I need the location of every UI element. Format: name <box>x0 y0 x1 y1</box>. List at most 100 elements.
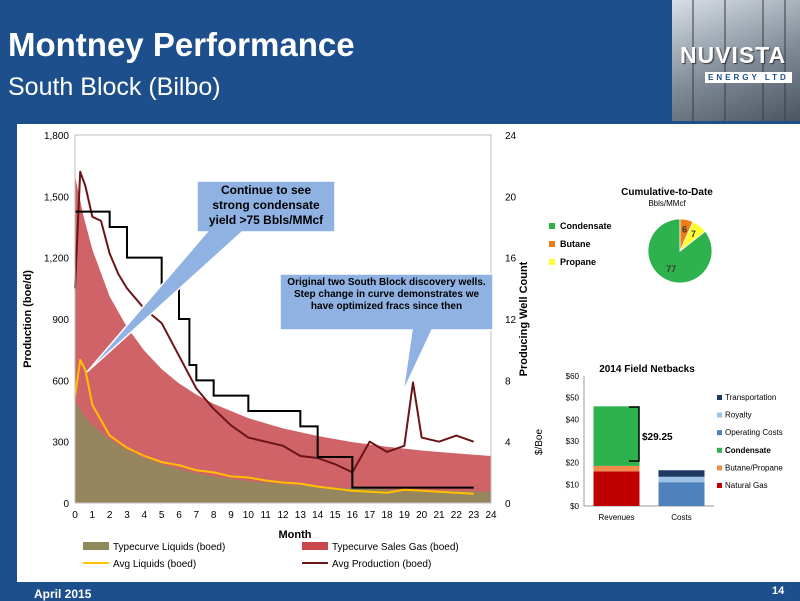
bar-segment-operating-costs <box>658 482 705 506</box>
y-tick-label: 600 <box>52 376 69 387</box>
y2-tick-label: 4 <box>505 438 511 449</box>
x-tick-label: 15 <box>329 510 341 521</box>
bar-category-label: Revenues <box>598 513 634 522</box>
bar-y-tick-label: $10 <box>566 480 580 489</box>
y-tick-label: 1,200 <box>44 254 69 265</box>
page-number: 14 <box>772 585 785 597</box>
x-tick-label: 21 <box>433 510 445 521</box>
pie-legend-label-condensate: Condensate <box>560 221 612 231</box>
x-tick-label: 6 <box>176 510 182 521</box>
charts-canvas: 0 1 2 3 4 5 6 7 8 9 10 11 12 13 14 15 16 17 18 19 20 21 22 23 24… <box>22 131 783 570</box>
y2-tick-label: 12 <box>505 315 517 326</box>
bar-legend-swatch <box>717 412 722 418</box>
bar-legend-label: Transportation <box>725 393 776 402</box>
legend-label-avg-production: Avg Production (boed) <box>332 559 431 570</box>
bar-legend-swatch <box>717 483 722 488</box>
bar-y-tick-label: $50 <box>566 394 580 403</box>
bar-title: 2014 Field Netbacks <box>599 364 695 375</box>
x-tick-label: 9 <box>228 510 234 521</box>
x-tick-label: 17 <box>364 510 376 521</box>
y-tick-label: 900 <box>52 315 69 326</box>
pie-label-butane: 6 <box>682 225 687 235</box>
slide-header: Montney Performance South Block (Bilbo) … <box>0 0 800 121</box>
production-legend: Typecurve Liquids (boed) Typecurve Sales… <box>83 542 459 570</box>
bar-legend-swatch <box>717 447 722 453</box>
x-tick-label: 5 <box>159 510 165 521</box>
production-chart: 0 1 2 3 4 5 6 7 8 9 10 11 12 13 14 15 16 17 18 19 20 21 22 23 24… <box>22 131 530 570</box>
page-subtitle: South Block (Bilbo) <box>8 73 221 101</box>
x-tick-label: 18 <box>381 510 393 521</box>
pie-subtitle: Bbls/MMcf <box>648 199 686 208</box>
bar-y-tick-label: $40 <box>566 415 580 424</box>
bar-segment-transportation <box>658 470 705 477</box>
cumulative-pie-chart: Cumulative-to-Date Bbls/MMcf 77 6 7 Conden… <box>549 187 713 284</box>
x-tick-label: 22 <box>451 510 463 521</box>
pie-legend-swatch-propane <box>549 259 555 265</box>
bar-y-tick-label: $20 <box>566 459 580 468</box>
pie-label-condensate: 77 <box>666 264 676 274</box>
bar-segment-natural-gas <box>593 471 640 506</box>
y-tick-label: 300 <box>52 438 69 449</box>
legend-swatch-typecurve-liquids <box>83 542 109 550</box>
y2-tick-label: 16 <box>505 254 517 265</box>
y2-tick-label: 20 <box>505 192 517 203</box>
y-axis-label: Production (boe/d) <box>22 270 34 368</box>
content-panel: 0 1 2 3 4 5 6 7 8 9 10 11 12 13 14 15 16 17 18 19 20 21 22 23 24… <box>17 124 800 582</box>
callout-condensate-yield: Continue to see strong condensate yield … <box>86 180 336 373</box>
netback-bar-chart: 2014 Field Netbacks $/Boe $0 $10 $20 $30 $40… <box>534 364 783 522</box>
x-tick-label: 14 <box>312 510 324 521</box>
x-axis-label: Month <box>279 529 312 541</box>
x-tick-label: 10 <box>243 510 255 521</box>
y-tick-label: 1,800 <box>44 131 69 142</box>
x-tick-label: 0 <box>72 510 78 521</box>
y-tick-label: 0 <box>63 499 69 510</box>
bar-legend-swatch <box>717 395 722 400</box>
x-tick-label: 1 <box>90 510 96 521</box>
series-area-typecurve-liquids-boed <box>75 400 491 503</box>
slide-footer: April 2015 14 <box>0 582 800 601</box>
x-tick-label: 4 <box>142 510 148 521</box>
company-logo: NUVISTA ENERGY LTD <box>672 0 800 121</box>
legend-label-typecurve-liquids: Typecurve Liquids (boed) <box>113 542 225 553</box>
callout-condensate-text: Continue to see strong condensate yield … <box>208 183 324 227</box>
x-tick-label: 20 <box>416 510 428 521</box>
bar-legend-label: Natural Gas <box>725 481 768 490</box>
x-tick-label: 24 <box>485 510 497 521</box>
x-tick-label: 13 <box>295 510 307 521</box>
bar-segment-condensate <box>593 406 640 466</box>
bar-y-axis-label: $/Boe <box>534 428 545 455</box>
y2-tick-label: 24 <box>505 131 517 142</box>
bar-segment-butane-propane <box>593 465 640 472</box>
x-tick-label: 7 <box>194 510 200 521</box>
y-tick-label: 1,500 <box>44 192 69 203</box>
bar-legend-label: Condensate <box>725 446 771 455</box>
legend-swatch-typecurve-gas <box>302 542 328 550</box>
pie-legend-label-propane: Propane <box>560 257 596 267</box>
y2-tick-label: 8 <box>505 376 511 387</box>
pie-legend-label-butane: Butane <box>560 239 591 249</box>
series-step-producing-well-count <box>75 210 474 489</box>
x-tick-label: 2 <box>107 510 113 521</box>
revenue-bracket <box>629 406 640 462</box>
callout-discovery-text: Original two South Block discovery wells… <box>287 277 486 312</box>
bar-legend-swatch <box>717 430 722 436</box>
x-tick-label: 11 <box>260 510 271 521</box>
callout-discovery-wells: Original two South Block discovery wells… <box>279 273 494 393</box>
bar-category-label: Costs <box>671 513 691 522</box>
y2-axis-label: Producing Well Count <box>518 261 530 376</box>
pie-legend-swatch-butane <box>549 241 555 247</box>
footer-date: April 2015 <box>34 587 92 601</box>
x-tick-label: 19 <box>399 510 411 521</box>
page-title: Montney Performance <box>8 26 355 63</box>
pie-title: Cumulative-to-Date <box>621 187 713 198</box>
bar-legend-label: Royalty <box>725 411 752 420</box>
series-area-typecurve-sales-gas-boed <box>75 175 491 503</box>
netback-annotation: $29.25 <box>642 432 673 443</box>
pie-label-propane: 7 <box>691 229 696 239</box>
x-tick-label: 23 <box>468 510 480 521</box>
x-tick-label: 12 <box>277 510 289 521</box>
legend-label-typecurve-gas: Typecurve Sales Gas (boed) <box>332 542 459 553</box>
x-tick-label: 16 <box>347 510 359 521</box>
bar-y-tick-label: $60 <box>566 372 580 381</box>
bar-y-tick-label: $30 <box>566 437 580 446</box>
